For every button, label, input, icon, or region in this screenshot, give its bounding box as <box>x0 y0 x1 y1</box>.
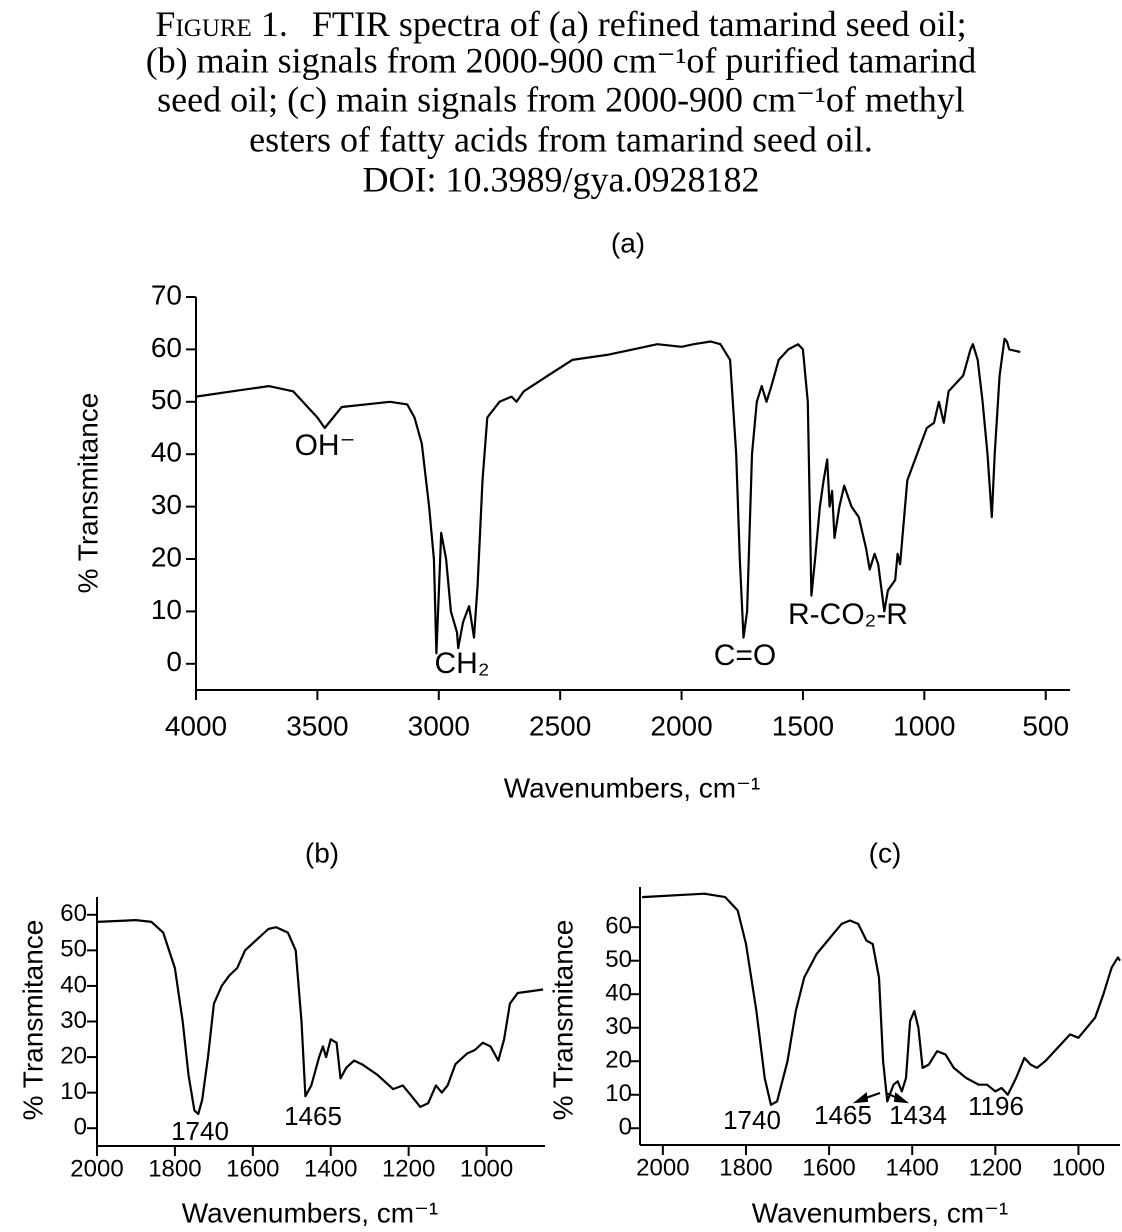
y-axis-label: % Transmitance <box>72 393 103 594</box>
annotation: CH₂ <box>435 647 490 680</box>
x-tick-label: 3500 <box>286 710 348 741</box>
x-axis-label: Wavenumbers, cm⁻¹ <box>182 1197 438 1228</box>
x-tick-label: 1000 <box>1052 1154 1105 1181</box>
y-tick-label: 60 <box>605 913 632 940</box>
spectrum-line <box>642 892 1121 1106</box>
y-tick-label: 0 <box>619 1114 632 1141</box>
x-tick-label: 1600 <box>802 1154 855 1181</box>
x-tick-label: 1800 <box>719 1154 772 1181</box>
caption-line: Figure 1. FTIR spectra of (a) refined tam… <box>155 4 966 44</box>
x-axis-label: Wavenumbers, cm⁻¹ <box>504 772 760 803</box>
y-tick-label: 50 <box>605 946 632 973</box>
arrows <box>852 1092 910 1104</box>
y-tick-label: 40 <box>151 437 182 468</box>
y-tick-label: 10 <box>151 594 182 625</box>
x-tick-label: 1000 <box>460 1155 513 1182</box>
x-tick-label: 500 <box>1022 710 1069 741</box>
y-tick-label: 60 <box>151 332 182 363</box>
y-tick-label: 10 <box>60 1078 87 1105</box>
y-axis-label: % Transmitance <box>17 920 48 1121</box>
y-tick-label: 30 <box>60 1007 87 1034</box>
x-tick-label: 1200 <box>969 1154 1022 1181</box>
x-tick-label: 2000 <box>636 1154 689 1181</box>
spectrum-line <box>195 337 1021 655</box>
x-tick-label: 2500 <box>529 710 591 741</box>
x-tick-label: 2000 <box>650 710 712 741</box>
y-tick-label: 0 <box>166 646 182 677</box>
y-tick-label: 40 <box>60 971 87 998</box>
y-tick-label: 30 <box>151 489 182 520</box>
chart-title: (b) <box>305 837 339 868</box>
annotation: 1434 <box>889 1100 947 1130</box>
y-tick-label: 20 <box>60 1042 87 1069</box>
x-tick-label: 1800 <box>148 1155 201 1182</box>
x-tick-label: 1600 <box>226 1155 279 1182</box>
x-tick-label: 3000 <box>408 710 470 741</box>
annotation: 1196 <box>968 1091 1024 1121</box>
annotation: C=O <box>714 639 777 672</box>
y-tick-label: 50 <box>60 936 87 963</box>
caption-label: Figure 1. <box>155 4 287 44</box>
x-tick-label: 1200 <box>382 1155 435 1182</box>
annotation: 1740 <box>723 1105 781 1135</box>
caption-text: FTIR spectra of (a) refined tamarind see… <box>312 4 967 44</box>
annotation: 1465 <box>284 1101 342 1131</box>
x-tick-label: 1400 <box>886 1154 939 1181</box>
y-tick-label: 10 <box>605 1080 632 1107</box>
annotation: 1740 <box>171 1116 229 1146</box>
arrow-head <box>893 1092 910 1104</box>
chart-title: (a) <box>611 227 645 258</box>
x-tick-label: 2000 <box>70 1155 123 1182</box>
chart-title: (c) <box>869 837 902 868</box>
y-axis-label: % Transmitance <box>547 920 578 1121</box>
annotation: R-CO₂-R <box>788 598 908 631</box>
y-tick-label: 70 <box>151 279 182 310</box>
spectrum-line <box>96 919 544 1116</box>
x-tick-label: 1500 <box>772 710 834 741</box>
y-tick-label: 0 <box>74 1114 87 1141</box>
y-tick-label: 30 <box>605 1013 632 1040</box>
y-tick-label: 40 <box>605 980 632 1007</box>
caption-line: esters of fatty acids from tamarind seed… <box>249 119 873 159</box>
y-tick-label: 50 <box>151 384 182 415</box>
arrow-head <box>852 1092 869 1104</box>
caption-line: (b) main signals from 2000-900 cm⁻¹of pu… <box>146 40 977 80</box>
caption-line: DOI: 10.3989/gya.0928182 <box>363 159 760 199</box>
x-tick-label: 4000 <box>165 710 227 741</box>
x-tick-label: 1000 <box>893 710 955 741</box>
y-tick-label: 60 <box>60 900 87 927</box>
annotation: OH⁻ <box>295 429 356 462</box>
y-tick-label: 20 <box>151 541 182 572</box>
x-axis-label: Wavenumbers, cm⁻¹ <box>752 1197 1008 1228</box>
y-tick-label: 20 <box>605 1047 632 1074</box>
annotation: 1465 <box>814 1100 872 1130</box>
caption-line: seed oil; (c) main signals from 2000-900… <box>157 79 965 119</box>
x-tick-label: 1400 <box>304 1155 357 1182</box>
